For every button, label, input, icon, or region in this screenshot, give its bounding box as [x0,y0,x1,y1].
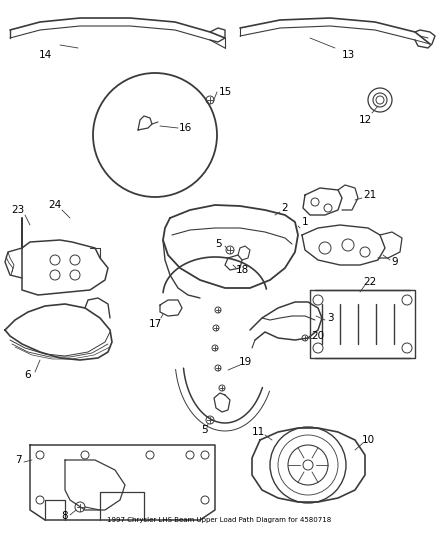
Text: 11: 11 [251,427,265,437]
Text: 22: 22 [364,277,377,287]
Text: 6: 6 [25,370,31,380]
Text: 12: 12 [358,115,371,125]
Text: 24: 24 [48,200,62,210]
Text: 15: 15 [219,87,232,97]
Text: 7: 7 [15,455,21,465]
Text: 14: 14 [39,50,52,60]
Text: 16: 16 [178,123,192,133]
Text: 10: 10 [361,435,374,445]
Text: 13: 13 [341,50,355,60]
Text: 1997 Chrysler LHS Beam Upper Load Path Diagram for 4580718: 1997 Chrysler LHS Beam Upper Load Path D… [107,517,331,523]
Text: 17: 17 [148,319,162,329]
Text: 18: 18 [235,265,249,275]
Text: 5: 5 [215,239,221,249]
Text: 9: 9 [392,257,398,267]
Text: 3: 3 [327,313,333,323]
Text: 19: 19 [238,357,251,367]
Text: 21: 21 [364,190,377,200]
Text: 5: 5 [201,425,208,435]
Text: 20: 20 [311,331,325,341]
Text: 8: 8 [62,511,68,521]
Text: 1: 1 [302,217,308,227]
Text: 23: 23 [11,205,25,215]
Text: 2: 2 [282,203,288,213]
